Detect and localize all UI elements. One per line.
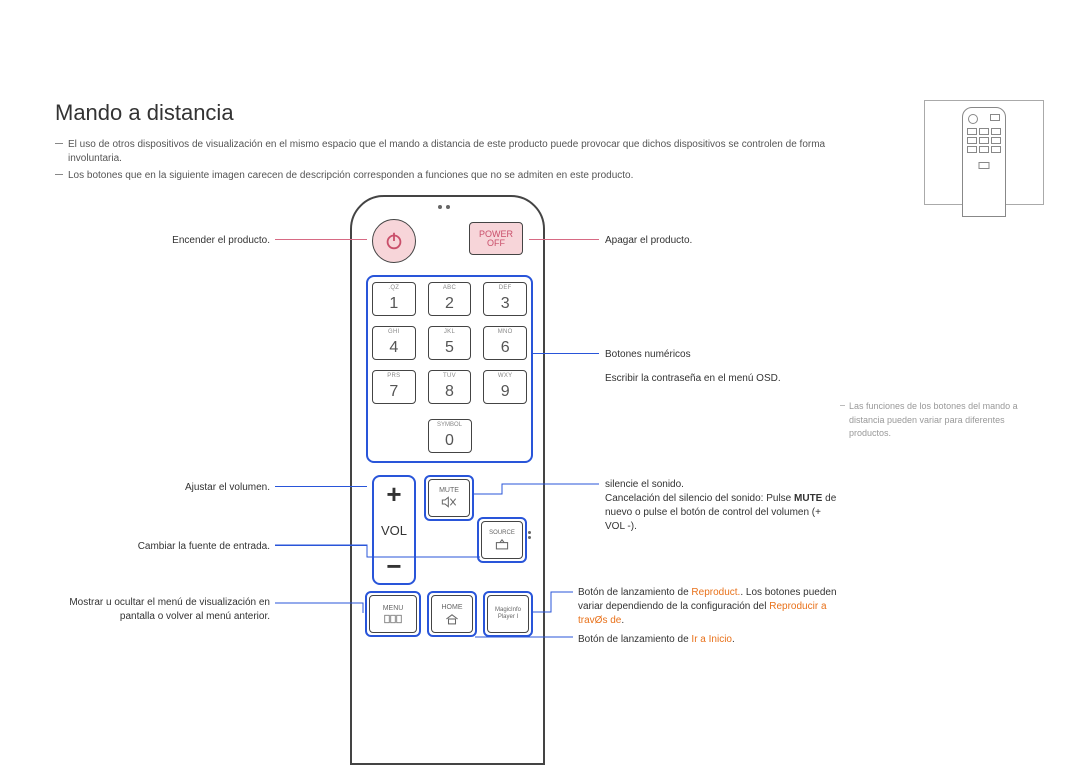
menu-button[interactable]: MENU xyxy=(369,595,417,633)
key-6[interactable]: MNO6 xyxy=(483,326,527,360)
leader-power xyxy=(275,239,367,240)
key-0[interactable]: SYMBOL0 xyxy=(428,419,472,453)
source-icon xyxy=(495,538,509,550)
key-zero-row: SYMBOL0 xyxy=(372,419,527,453)
numeric-keypad: .QZ1 ABC2 DEF3 GHI4 JKL5 MNO6 PRS7 TUV8 … xyxy=(372,282,527,404)
mute-button[interactable]: MUTE xyxy=(428,479,470,517)
note-dash xyxy=(55,174,63,175)
label-numeric-desc: Escribir la contraseña en el menú OSD. xyxy=(605,372,781,386)
key-3[interactable]: DEF3 xyxy=(483,282,527,316)
volume-label: VOL xyxy=(381,523,407,538)
label-source: Cambiar la fuente de entrada. xyxy=(138,540,270,554)
home-icon xyxy=(445,613,459,625)
leader-numeric xyxy=(531,353,599,354)
key-4[interactable]: GHI4 xyxy=(372,326,416,360)
home-button[interactable]: HOME xyxy=(431,595,473,633)
source-button[interactable]: SOURCE xyxy=(481,521,523,559)
magicinfo-button[interactable]: MagicInfo Player I xyxy=(487,595,529,633)
key-9[interactable]: WXY9 xyxy=(483,370,527,404)
magicinfo-label-1: MagicInfo xyxy=(495,607,521,614)
label-magicinfo: Botón de lanzamiento de Reproduct.. Los … xyxy=(578,586,838,628)
power-off-button[interactable]: POWER OFF xyxy=(469,222,523,255)
mute-label: MUTE xyxy=(439,487,459,494)
ir-dot xyxy=(446,205,450,209)
label-home: Botón de lanzamiento de Ir a Inicio. xyxy=(578,633,838,647)
power-off-label-2: OFF xyxy=(487,239,505,248)
label-mute: silencie el sonido. Cancelación del sile… xyxy=(605,478,840,534)
menu-label: MENU xyxy=(383,605,404,612)
key-1[interactable]: .QZ1 xyxy=(372,282,416,316)
mute-icon xyxy=(441,495,457,509)
volume-down-icon: − xyxy=(386,553,401,579)
key-5[interactable]: JKL5 xyxy=(428,326,472,360)
ir-dot xyxy=(438,205,442,209)
mini-remote-frame xyxy=(924,100,1044,205)
magicinfo-label-2: Player I xyxy=(498,614,518,621)
menu-icon xyxy=(384,614,402,624)
note-2: Los botones que en la siguiente imagen c… xyxy=(68,169,848,183)
note-dash xyxy=(55,143,63,144)
page-title: Mando a distancia xyxy=(55,100,234,126)
key-8[interactable]: TUV8 xyxy=(428,370,472,404)
note-1: El uso de otros dispositivos de visualiz… xyxy=(68,138,848,166)
label-menu: Mostrar u ocultar el menú de visualizaci… xyxy=(60,596,270,624)
leader-volume xyxy=(275,486,367,487)
home-label: HOME xyxy=(442,604,463,611)
mini-remote xyxy=(962,107,1006,217)
side-note: Las funciones de los botones del mando a… xyxy=(849,400,1044,441)
label-volume: Ajustar el volumen. xyxy=(185,481,270,495)
power-icon xyxy=(383,230,405,252)
key-2[interactable]: ABC2 xyxy=(428,282,472,316)
side-dots xyxy=(528,529,531,541)
remote-body: POWER OFF .QZ1 ABC2 DEF3 GHI4 JKL5 MNO6 … xyxy=(350,195,545,765)
power-button[interactable] xyxy=(372,219,416,263)
volume-rocker[interactable]: + VOL − xyxy=(372,475,416,585)
label-power-on: Encender el producto. xyxy=(172,234,270,248)
volume-up-icon: + xyxy=(386,481,401,507)
source-label: SOURCE xyxy=(489,530,515,536)
key-7[interactable]: PRS7 xyxy=(372,370,416,404)
leader-source xyxy=(275,545,367,546)
label-power-off: Apagar el producto. xyxy=(605,234,692,248)
label-numeric-title: Botones numéricos xyxy=(605,348,691,362)
leader-poweroff xyxy=(529,239,599,240)
